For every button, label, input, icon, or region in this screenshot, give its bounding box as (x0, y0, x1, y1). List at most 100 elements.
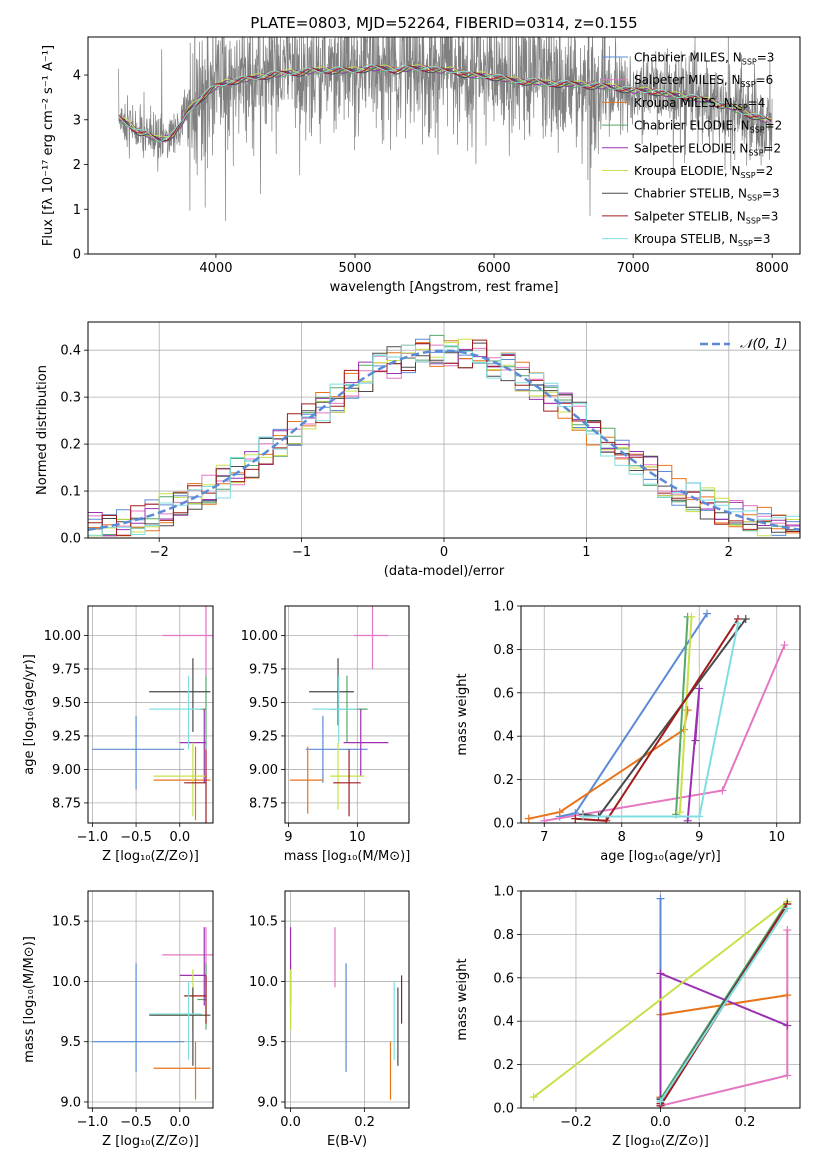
y-tick-label: 0.6 (493, 971, 514, 986)
x-tick-label: −0.2 (560, 1115, 592, 1130)
y-tick-label: 10.00 (241, 629, 278, 644)
y-tick-label: 9.50 (249, 696, 278, 711)
weight-line (675, 616, 689, 815)
weight-lines (524, 609, 789, 823)
model-spectrum-line (118, 65, 772, 143)
x-axis-label: Z [log₁₀(Z/Z⊙)] (102, 849, 199, 864)
y-axis-label: age [log₁₀(age/yr)] (22, 654, 37, 775)
y-tick-label: 9.00 (249, 763, 278, 778)
y-tick-label: 9.0 (257, 1095, 278, 1110)
x-tick-label: 7000 (617, 261, 650, 276)
weight-point-marker (656, 1097, 665, 1106)
axes-frame (87, 890, 214, 1109)
weight-point-marker (741, 615, 750, 624)
axes-frame (520, 605, 801, 824)
y-axis-label: mass [log₁₀(M/M⊙)] (22, 936, 37, 1063)
y-axis-label: mass weight (455, 673, 470, 755)
y-tick-label: 0 (73, 248, 81, 263)
weight-point-marker (703, 609, 711, 618)
y-tick-label: 1 (73, 203, 81, 218)
y-tick-label: 10.00 (44, 629, 81, 644)
errorbar-group (92, 606, 213, 823)
weight-point-marker (656, 969, 665, 978)
axes-frame (284, 605, 410, 824)
x-tick-label: 9 (695, 830, 703, 845)
y-tick-label: 0.0 (60, 532, 81, 547)
weight-point-marker (780, 641, 789, 650)
x-axis-label: mass [log₁₀(M/M⊙)] (284, 849, 411, 864)
weight-point-marker (783, 1021, 792, 1030)
weight-line (582, 618, 747, 818)
y-tick-label: 4 (73, 69, 81, 84)
x-tick-label: 8 (618, 830, 626, 845)
y-axis-label: Flux [fλ 10⁻¹⁷ erg cm⁻² s⁻¹ A⁻¹] (41, 45, 56, 246)
x-tick-label: 0.0 (280, 1115, 301, 1130)
residual-histograms (88, 334, 800, 537)
x-tick-label: −2 (150, 545, 169, 560)
x-axis-label: Z [log₁₀(Z/Z⊙)] (102, 1134, 199, 1149)
weight-point-marker (529, 1093, 538, 1102)
y-tick-label: 0.2 (493, 773, 514, 788)
weight-point-marker (675, 808, 684, 817)
x-tick-label: 0.2 (354, 1115, 375, 1130)
y-tick-label: 0.8 (493, 928, 514, 943)
y-tick-label: 10.0 (52, 975, 81, 990)
weight-line (686, 688, 701, 821)
x-tick-label: 10 (768, 830, 785, 845)
x-tick-label: 2 (725, 545, 733, 560)
weight-line (533, 901, 788, 1098)
legend-label: Kroupa STELIB, NSSP=3 (634, 232, 771, 248)
residual-histogram-step (88, 344, 800, 537)
x-axis-label: Z [log₁₀(Z/Z⊙)] (612, 1134, 709, 1149)
axes-frame (284, 890, 410, 1109)
weight-point-marker (656, 894, 665, 903)
y-tick-label: 1.0 (493, 885, 514, 900)
legend-label: Chabrier STELIB, NSSP=3 (634, 187, 780, 203)
x-tick-label: 0.0 (169, 1115, 190, 1130)
x-tick-label: 7 (540, 830, 548, 845)
y-tick-label: 10.0 (249, 975, 278, 990)
legend-label: Salpeter ELODIE, NSSP=2 (634, 141, 781, 157)
weight-point-marker (783, 1071, 792, 1080)
weight-line (659, 972, 788, 1106)
weight-point-marker (783, 991, 792, 1000)
y-tick-label: 0.2 (493, 1058, 514, 1073)
weight-point-marker (734, 619, 742, 628)
y-tick-label: 8.75 (249, 796, 278, 811)
weight-point-marker (524, 814, 533, 823)
y-tick-label: 10.5 (52, 915, 81, 930)
y-tick-label: 9.50 (52, 696, 81, 711)
errorbar-group (289, 606, 389, 817)
legend-label: Kroupa MILES, NSSP=4 (634, 96, 765, 112)
y-tick-label: 0.3 (60, 391, 81, 406)
weight-point-marker (691, 736, 700, 745)
weight-point-marker (540, 816, 549, 823)
legend-label: 𝒩(0, 1) (740, 337, 787, 352)
y-tick-label: 9.25 (52, 729, 81, 744)
model-spectrum-line (118, 64, 772, 143)
weight-point-marker (687, 612, 696, 621)
x-axis-label: age [log₁₀(age/yr)] (600, 849, 721, 864)
x-axis-label: (data-model)/error (384, 564, 505, 579)
x-tick-label: 1 (582, 545, 590, 560)
x-tick-label: 0.0 (169, 830, 190, 845)
x-tick-label: −1 (292, 545, 311, 560)
y-tick-label: 0.4 (493, 1015, 514, 1030)
x-tick-label: −1.0 (77, 830, 109, 845)
y-tick-label: 9.75 (52, 662, 81, 677)
x-tick-label: 8000 (756, 261, 789, 276)
weight-point-marker (695, 812, 704, 821)
y-tick-label: 9.5 (60, 1035, 81, 1050)
y-tick-label: 3 (73, 113, 81, 128)
x-tick-label: 0.2 (735, 1115, 756, 1130)
y-tick-label: 9.75 (249, 662, 278, 677)
y-axis-label: mass weight (455, 958, 470, 1040)
y-tick-label: 0.6 (493, 686, 514, 701)
x-axis-label: wavelength [Angstrom, rest frame] (330, 280, 559, 295)
gaussian-curve (88, 349, 800, 532)
x-tick-label: 0 (440, 545, 448, 560)
x-tick-label: 9 (284, 830, 292, 845)
y-tick-label: 10.5 (249, 915, 278, 930)
y-axis-label: Normed distribution (35, 365, 50, 495)
